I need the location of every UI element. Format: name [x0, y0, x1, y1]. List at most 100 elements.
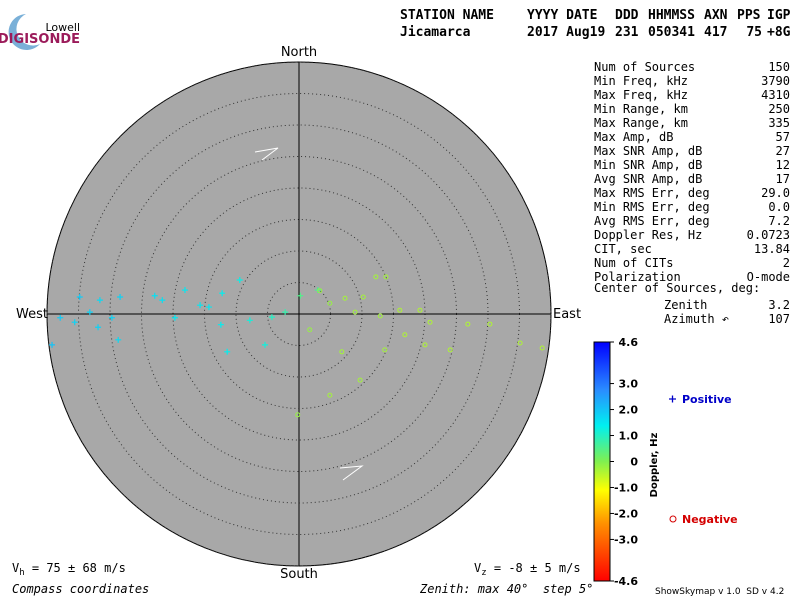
- negative-source: [360, 294, 366, 300]
- negative-source: [357, 377, 363, 383]
- zenith-label: Zenith: max 40° step 5°: [419, 582, 593, 596]
- positive-source: [171, 314, 178, 321]
- marker-a: [254, 147, 279, 161]
- center-label: Zenith: [664, 298, 707, 312]
- vh-text: = 75 ± 68 m/s: [25, 561, 126, 575]
- colorbar-tick-label: 3.0: [619, 378, 639, 391]
- colorbar-tick-label: 0: [630, 456, 638, 469]
- positive-source: [76, 293, 83, 300]
- logo: Lowell DIGISONDE: [0, 14, 80, 50]
- colorbar-tick-label: -4.6: [614, 575, 638, 588]
- positive-source: [71, 319, 78, 326]
- header-value: 75: [746, 25, 762, 40]
- positive-source: [108, 314, 115, 321]
- header-label: IGP: [767, 8, 791, 23]
- negative-source: [339, 349, 345, 355]
- header-value: 2017 Aug19: [527, 25, 605, 40]
- stat-label: Max SNR Amp, dB: [594, 144, 702, 158]
- negative-source: [465, 321, 471, 327]
- negative-source: [417, 307, 423, 313]
- stat-value: 29.0: [761, 186, 790, 200]
- stat-value: 2: [783, 256, 790, 270]
- stat-value: 17: [776, 172, 790, 186]
- vh-sub: h: [19, 568, 24, 578]
- stat-value: 7.2: [768, 214, 790, 228]
- stat-value: 4310: [761, 88, 790, 102]
- stat-label: Min RMS Err, deg: [594, 200, 710, 214]
- negative-source: [352, 309, 358, 315]
- negative-source: [402, 332, 408, 338]
- negative-source: [382, 347, 388, 353]
- stat-label: CIT, sec: [594, 242, 652, 256]
- colorbar-title: Doppler, Hz: [649, 433, 660, 498]
- logo-top: Lowell: [45, 21, 80, 34]
- positive-source: [115, 336, 122, 343]
- vz-label: Vz = -8 ± 5 m/s: [474, 561, 581, 578]
- negative-source: [447, 347, 453, 353]
- stat-label: Max RMS Err, deg: [594, 186, 710, 200]
- colorbar-tick-label: -1.0: [614, 481, 638, 494]
- stat-label: Min Freq, kHz: [594, 74, 688, 88]
- center-heading: Center of Sources, deg:: [594, 281, 760, 295]
- colorbar: [593, 341, 611, 582]
- stat-value: 250: [768, 102, 790, 116]
- stat-label: Polarization: [594, 270, 681, 284]
- negative-source: [383, 274, 389, 280]
- legend-label: Positive: [682, 393, 732, 406]
- positive-source: [49, 341, 56, 348]
- positive-source: [268, 314, 275, 321]
- coords-label: Compass coordinates: [12, 582, 149, 596]
- logo-swoosh: [8, 14, 40, 50]
- header-label: STATION NAME: [400, 8, 494, 23]
- stat-value: 13.84: [754, 242, 790, 256]
- header-value: +8G: [767, 25, 791, 40]
- header-value: 231: [615, 25, 639, 40]
- colorbar-tick-label: 2.0: [619, 404, 639, 417]
- positive-source: [282, 309, 289, 316]
- marker-b: [339, 465, 364, 481]
- stat-label: Max Amp, dB: [594, 130, 673, 144]
- positive-source: [217, 321, 224, 328]
- positive-source: [236, 276, 243, 283]
- vz-sub: z: [481, 568, 486, 578]
- positive-source: [159, 297, 166, 304]
- positive-source: [219, 290, 226, 297]
- header-label: HHMMSS: [648, 8, 695, 23]
- positive-source: [96, 297, 103, 304]
- stat-value: 3790: [761, 74, 790, 88]
- header-value: Jicamarca: [400, 25, 471, 40]
- colorbar-tick-label: -3.0: [614, 533, 638, 546]
- negative-source: [377, 313, 383, 319]
- center-label: Azimuth ↶: [664, 312, 729, 326]
- legend-label: Negative: [682, 513, 738, 526]
- negative-source: [327, 392, 333, 398]
- negative-source: [342, 295, 348, 301]
- north-label: North: [281, 45, 317, 60]
- stat-value: 0.0723: [747, 228, 790, 242]
- stat-value: 57: [776, 130, 790, 144]
- header-value: 050341: [648, 25, 695, 40]
- negative-source: [317, 288, 323, 294]
- stat-label: Min Range, km: [594, 102, 688, 116]
- positive-source: [297, 292, 304, 299]
- center-value: 107: [768, 312, 790, 326]
- south-label: South: [280, 567, 318, 582]
- positive-source: [197, 302, 204, 309]
- vz-symbol: V: [474, 561, 481, 575]
- colorbar-tick-label: 1.0: [619, 430, 639, 443]
- negative-source: [307, 327, 313, 333]
- stat-value: 0.0: [768, 200, 790, 214]
- stat-label: Num of CITs: [594, 256, 673, 270]
- header-label: AXN: [704, 8, 728, 23]
- logo-bottom: DIGISONDE: [0, 32, 80, 47]
- center-value: 3.2: [768, 298, 790, 312]
- stat-label: Min SNR Amp, dB: [594, 158, 702, 172]
- negative-source: [539, 345, 545, 351]
- header-label: PPS: [737, 8, 761, 23]
- positive-source: [224, 348, 231, 355]
- legend-marker: [669, 515, 677, 523]
- vh-label: Vh = 75 ± 68 m/s: [12, 561, 126, 578]
- stat-label: Max Freq, kHz: [594, 88, 688, 102]
- west-label: West: [16, 307, 48, 322]
